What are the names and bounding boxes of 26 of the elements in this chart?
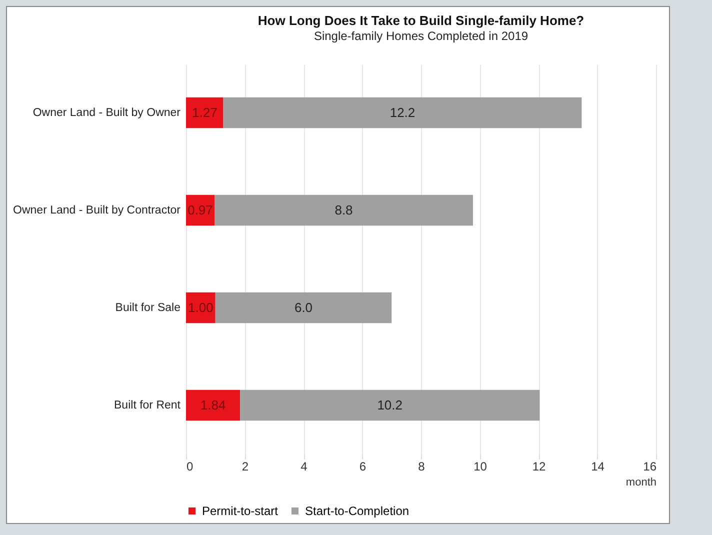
x-tick-label: 12 xyxy=(532,460,546,474)
data-label: 1.84 xyxy=(200,397,226,412)
legend-label: Permit-to-start xyxy=(202,504,279,518)
x-tick-label: 8 xyxy=(418,460,426,474)
data-label: 10.2 xyxy=(377,397,403,412)
data-label: 0.97 xyxy=(188,202,213,218)
x-tick-label: 0 xyxy=(186,460,194,474)
data-label: 8.8 xyxy=(334,202,353,218)
chart-subtitle: Single-family Homes Completed in 2019 xyxy=(314,29,528,43)
x-tick-label: 16 xyxy=(643,460,657,474)
data-label: 1.27 xyxy=(192,104,218,120)
x-tick-label: 10 xyxy=(474,460,488,474)
legend-label: Start-to-Completion xyxy=(305,504,410,518)
y-tick-label: Owner Land - Built by Owner xyxy=(32,106,181,119)
y-tick-label: Owner Land - Built by Contractor xyxy=(13,204,181,216)
x-tick-label: 4 xyxy=(300,460,308,474)
y-tick-label: Built for Rent xyxy=(114,399,182,412)
data-label: 6.0 xyxy=(294,300,313,315)
data-label: 12.2 xyxy=(390,104,416,120)
chart-title: How Long Does It Take to Build Single-family Home? xyxy=(258,13,584,28)
data-label: 1.00 xyxy=(188,300,214,315)
x-axis-title: month xyxy=(626,476,656,488)
x-tick-label: 6 xyxy=(359,460,366,474)
x-tick-label: 14 xyxy=(591,460,605,474)
y-tick-label: Built for Sale xyxy=(115,302,180,314)
x-tick-label: 2 xyxy=(242,460,249,474)
